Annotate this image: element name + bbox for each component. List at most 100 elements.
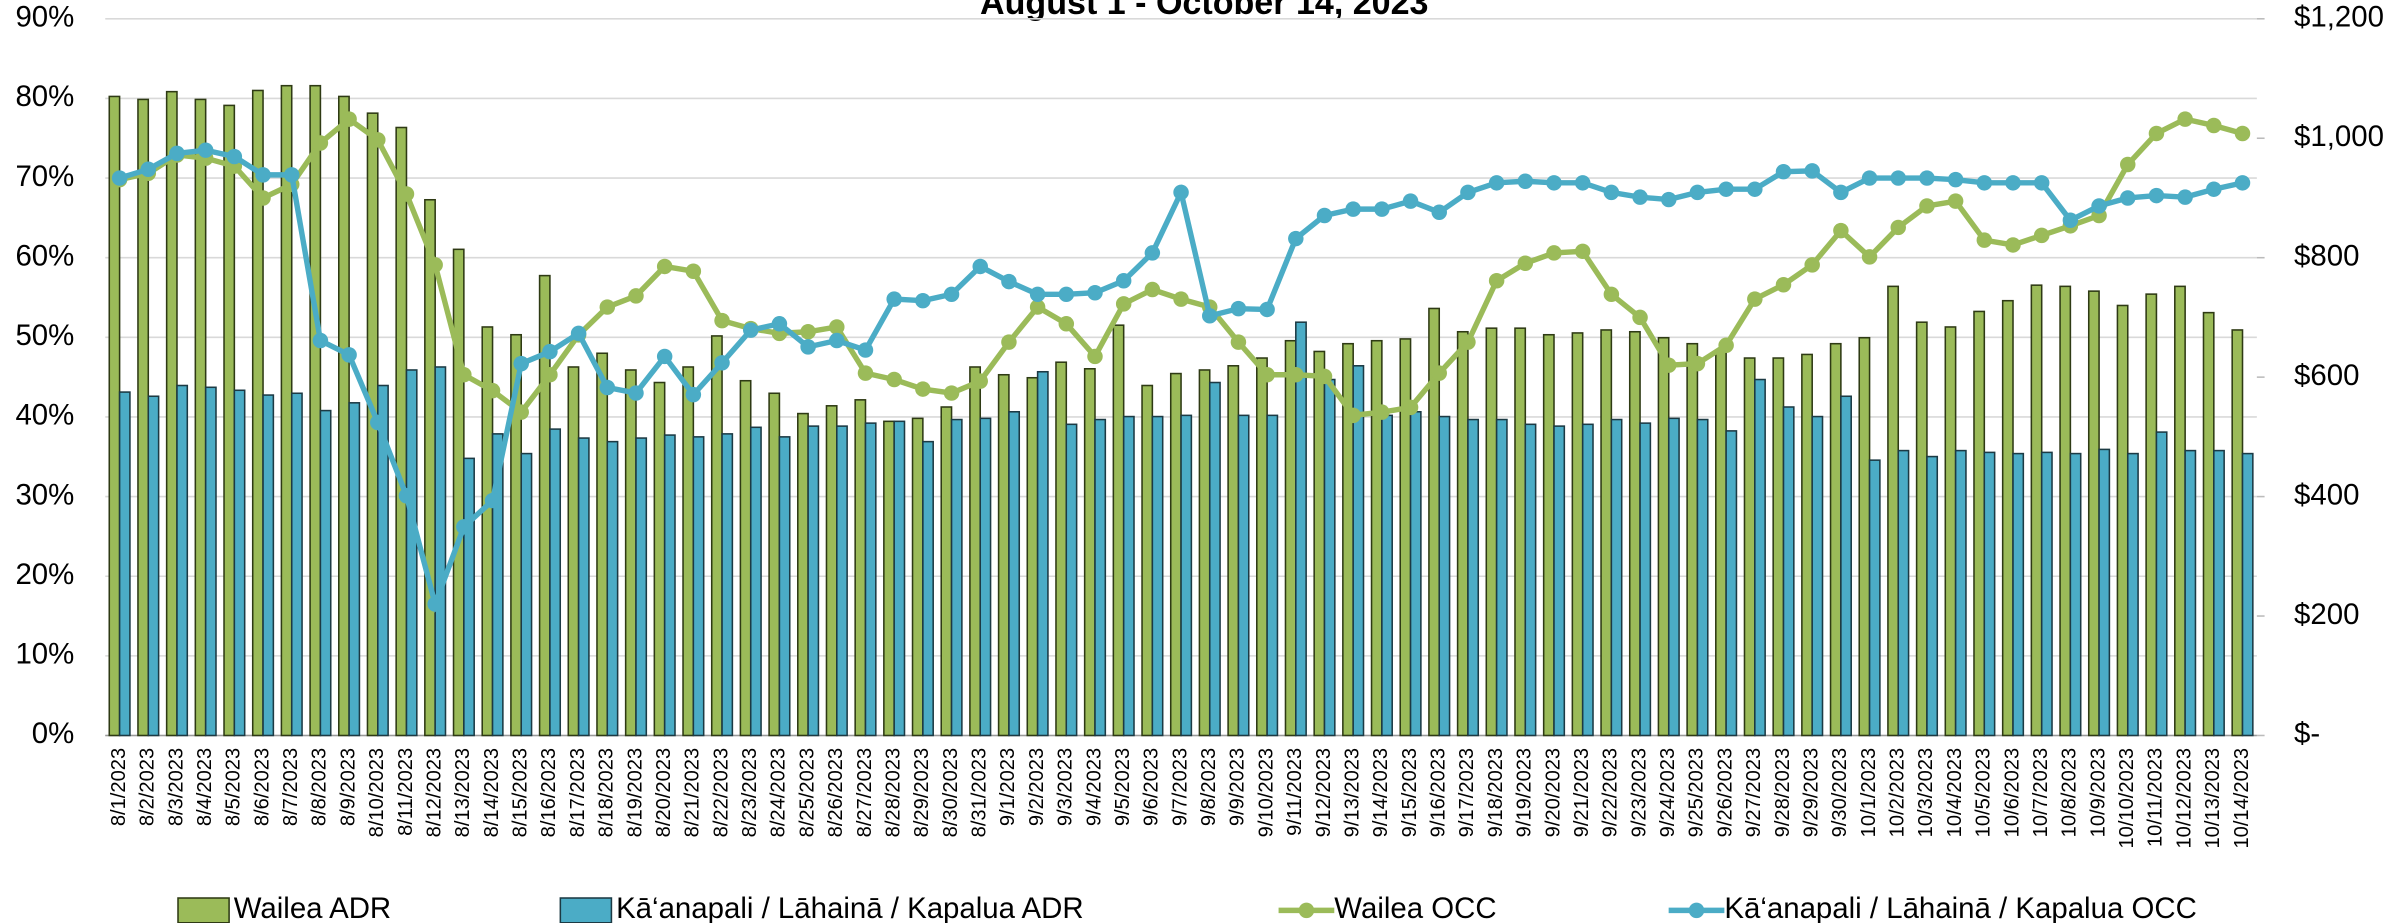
y2-tick-label: $600 (2294, 359, 2359, 392)
bar (348, 402, 361, 737)
bar (653, 381, 666, 737)
point (800, 324, 816, 340)
point (915, 292, 931, 309)
point (714, 312, 730, 329)
x-tick-label: 9/23/2023 (1628, 748, 1650, 837)
point (312, 332, 329, 349)
point (1345, 407, 1361, 424)
point (1374, 404, 1390, 420)
bar (1122, 415, 1135, 737)
bar (204, 386, 217, 737)
bar (2174, 285, 2186, 737)
point (1517, 173, 1534, 189)
point (628, 288, 644, 304)
bar (940, 406, 953, 737)
point (1058, 316, 1075, 332)
point (1345, 201, 1361, 217)
x-tick-label: 9/16/2023 (1428, 748, 1450, 837)
y-tick-label: 0% (32, 717, 75, 750)
y-tick-label: 60% (15, 239, 74, 272)
point (1919, 170, 1935, 186)
bar (854, 399, 867, 737)
bar (1284, 339, 1297, 737)
point (1861, 170, 1878, 186)
point (2177, 111, 2193, 127)
x-tick-label: 10/3/2023 (1915, 748, 1937, 837)
bar (768, 392, 781, 737)
x-tick-label: 8/10/2023 (366, 748, 388, 837)
x-tick-label: 9/26/2023 (1714, 748, 1736, 837)
y-tick-label: 20% (15, 558, 74, 591)
point (599, 379, 616, 396)
point (1402, 193, 1419, 209)
x-tick-label: 9/11/2023 (1284, 748, 1306, 836)
point (1574, 175, 1591, 191)
point (427, 596, 443, 612)
point (542, 343, 558, 360)
bar (1840, 395, 1852, 737)
x-tick-label: 8/9/2023 (337, 748, 359, 826)
bar (1227, 365, 1240, 737)
bar (319, 409, 332, 737)
point (1861, 249, 1878, 265)
bar (2231, 329, 2244, 737)
bar (864, 422, 877, 737)
bar (807, 425, 820, 737)
point (1689, 184, 1706, 201)
point (226, 148, 243, 165)
bar (452, 248, 465, 737)
point (1115, 296, 1132, 312)
y2-tick-label: $- (2294, 717, 2320, 750)
bar (1399, 338, 1412, 737)
x-tick-label: 8/13/2023 (452, 748, 474, 837)
x-tick-label: 10/5/2023 (1973, 748, 1995, 837)
point (1947, 193, 1964, 209)
bar (1169, 372, 1182, 737)
bar (682, 366, 695, 737)
x-tick-label: 10/13/2023 (2202, 748, 2224, 849)
bar (2241, 452, 2254, 737)
bar (2213, 449, 2225, 737)
legend-swatch (1298, 902, 1315, 919)
bar (1542, 333, 1555, 737)
point (1546, 245, 1562, 261)
bar (739, 379, 752, 737)
point (1976, 232, 1993, 248)
bar (2040, 451, 2053, 737)
x-tick-label: 9/7/2023 (1169, 748, 1191, 826)
bar (1295, 321, 1307, 737)
x-tick-label: 9/19/2023 (1514, 748, 1536, 837)
x-tick-label: 9/13/2023 (1341, 748, 1363, 837)
bar (922, 440, 934, 737)
bar (883, 420, 895, 737)
point (2062, 212, 2079, 229)
bar (1266, 414, 1279, 737)
legend-swatch (559, 897, 613, 923)
point (398, 186, 415, 202)
x-tick-label: 8/16/2023 (538, 748, 560, 837)
x-tick-label: 8/4/2023 (194, 748, 216, 826)
x-tick-label: 9/15/2023 (1399, 748, 1421, 837)
x-tick-label: 10/14/2023 (2231, 748, 2253, 849)
point (2033, 227, 2050, 244)
point (1603, 184, 1620, 201)
x-tick-label: 9/24/2023 (1657, 748, 1679, 837)
bar (2126, 452, 2139, 737)
point (484, 382, 501, 399)
point (1087, 284, 1103, 301)
x-tick-label: 9/8/2023 (1198, 748, 1220, 826)
point (2120, 190, 2136, 206)
x-tick-label: 10/12/2023 (2173, 748, 2195, 849)
bar (1313, 350, 1326, 737)
x-tick-label: 9/9/2023 (1227, 748, 1249, 826)
point (685, 386, 702, 403)
point (255, 190, 271, 206)
bar (1151, 415, 1164, 737)
bar (893, 420, 906, 737)
bar (979, 417, 992, 737)
bar (2030, 284, 2043, 737)
bar (1180, 414, 1193, 737)
legend-swatch (177, 897, 230, 923)
point (1460, 334, 1476, 350)
